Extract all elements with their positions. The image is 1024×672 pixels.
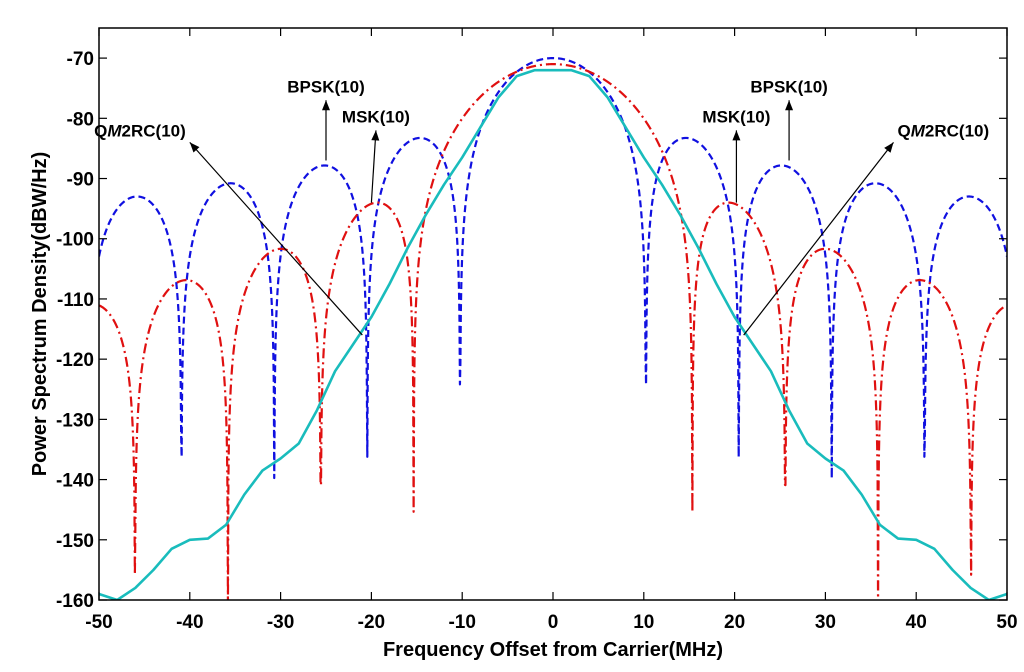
y-tick-label: -80 bbox=[67, 109, 94, 130]
series-layer bbox=[99, 57, 1007, 600]
annotation-label: BPSK(10) bbox=[287, 77, 364, 96]
annotation-arrow-line bbox=[743, 142, 894, 336]
y-tick-label: -150 bbox=[56, 531, 94, 552]
x-tick-label: -50 bbox=[85, 612, 112, 633]
annotation-arrow-head bbox=[732, 130, 741, 141]
annotation-arrow-head bbox=[785, 100, 794, 111]
y-tick-label: -70 bbox=[67, 49, 94, 70]
plot-frame bbox=[98, 27, 1008, 601]
series-line-bpsk-10- bbox=[99, 57, 1007, 480]
annotation-label: QM2RC(10) bbox=[898, 121, 990, 140]
tick-layer: -50 -40 -30 -20 -10 0 10 20 30 40 50-70-80-90-100-… bbox=[56, 28, 1018, 633]
y-axis-label: Power Spectrum Density(dBW/Hz) bbox=[29, 152, 51, 476]
annotation-label: MSK(10) bbox=[342, 107, 410, 126]
y-tick-label: -110 bbox=[57, 290, 94, 311]
y-tick-label: -130 bbox=[56, 410, 94, 431]
x-tick-label: -20 bbox=[358, 612, 385, 633]
y-tick-label: -90 bbox=[67, 170, 94, 191]
annotation-label: QM2RC(10) bbox=[94, 121, 186, 140]
annotation-arrow-line bbox=[370, 130, 377, 203]
y-tick-label: -120 bbox=[56, 350, 94, 371]
x-tick-label: 30 bbox=[815, 612, 836, 633]
x-tick-label: -10 bbox=[448, 612, 475, 633]
x-tick-label: 20 bbox=[724, 612, 745, 633]
annotation-arrow-head bbox=[322, 100, 330, 111]
annotation-arrow-head bbox=[884, 142, 894, 153]
y-tick-label: -140 bbox=[56, 471, 94, 492]
x-axis-label: Frequency Offset from Carrier(MHz) bbox=[383, 639, 723, 661]
annotation-layer: BPSK(10) MSK(10) QM2RC(10) MSK(10) BPSK(10) Q… bbox=[94, 77, 990, 336]
annotation-label: MSK(10) bbox=[702, 107, 770, 126]
annotation-arrow-head bbox=[371, 130, 380, 141]
x-tick-label: 10 bbox=[633, 612, 654, 633]
annotation-arrow-line bbox=[189, 141, 363, 336]
annotation-arrow-head bbox=[189, 142, 200, 153]
x-tick-label: 0 bbox=[548, 612, 559, 633]
series-line-qm2rc-10- bbox=[99, 68, 1007, 600]
y-tick-label: -160 bbox=[56, 591, 94, 612]
x-tick-label: 50 bbox=[996, 612, 1017, 633]
x-tick-label: 40 bbox=[906, 612, 927, 633]
y-tick-label: -100 bbox=[56, 230, 94, 251]
x-tick-label: -40 bbox=[176, 612, 203, 633]
series-line-msk-10- bbox=[99, 63, 1007, 600]
x-tick-label: -30 bbox=[267, 612, 294, 633]
annotation-label: BPSK(10) bbox=[750, 77, 827, 96]
